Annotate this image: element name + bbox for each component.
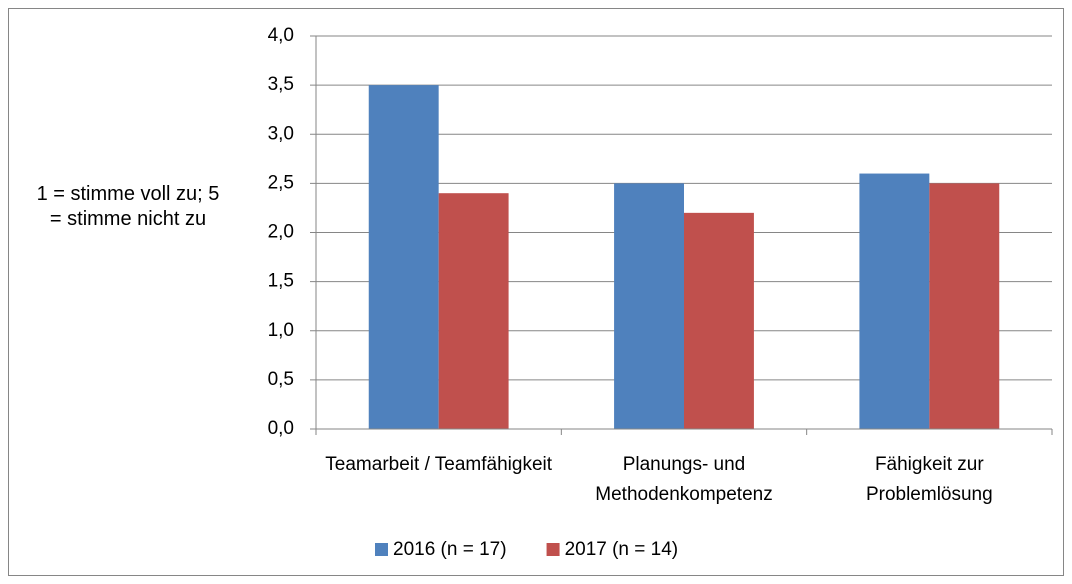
y-tick-label: 0,0 (268, 418, 294, 439)
y-tick-label: 3,0 (268, 123, 294, 144)
bar (859, 173, 930, 429)
bar (929, 183, 1000, 429)
bar (614, 183, 684, 429)
y-axis-label: 1 = stimme voll zu; 5 = stimme nicht zu (36, 183, 220, 230)
y-tick-label: 3,5 (268, 74, 294, 95)
bar (438, 193, 509, 429)
y-tick-label: 1,5 (268, 271, 294, 292)
legend-swatch (546, 543, 560, 556)
legend-swatch (375, 543, 388, 556)
y-tick-label: 0,5 (268, 369, 294, 390)
x-tick-label: Planungs- und Methodenkompetenz (595, 454, 773, 505)
y-tick-label: 2,5 (268, 172, 294, 193)
y-tick-label: 1,0 (268, 320, 294, 341)
legend-label: 2017 (n = 14) (565, 539, 679, 560)
bar (684, 212, 754, 429)
y-tick-label: 4,0 (268, 25, 294, 46)
x-tick-label: Fähigkeit zur Problemlösung (865, 454, 993, 505)
bar (368, 85, 439, 429)
x-tick-label: Teamarbeit / Teamfähigkeit (325, 454, 553, 475)
y-tick-label: 2,0 (268, 222, 294, 243)
legend-label: 2016 (n = 17) (393, 539, 507, 560)
